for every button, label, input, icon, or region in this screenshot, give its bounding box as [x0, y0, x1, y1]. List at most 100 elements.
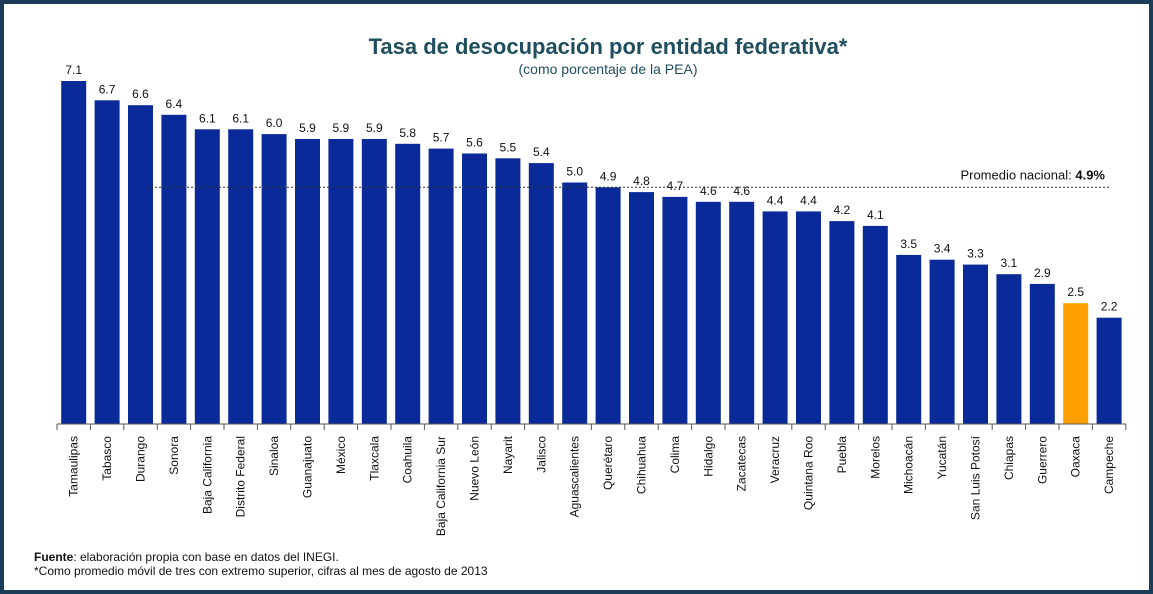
bar-27	[963, 264, 988, 424]
bar-value-label: 4.6	[700, 184, 717, 198]
x-tick-label: Campeche	[1102, 436, 1116, 494]
bar-value-label: 5.9	[366, 121, 383, 135]
bar-value-label: 4.9	[600, 169, 617, 183]
x-tick-label: Tamaulipas	[67, 436, 81, 497]
bar-value-label: 6.1	[232, 111, 249, 125]
x-tick-label: México	[334, 436, 348, 474]
bar-19	[695, 201, 721, 424]
bar-value-label: 5.4	[533, 145, 550, 159]
x-tick-label: Baja California Sur	[434, 436, 448, 536]
bar-31	[1096, 317, 1122, 424]
bar-value-label: 2.9	[1034, 266, 1051, 280]
x-tick-label: Distrito Federal	[234, 436, 248, 517]
bar-value-label: 5.7	[433, 131, 450, 145]
bar-value-label: 5.5	[500, 140, 517, 154]
x-tick-label: Tlaxcala	[367, 436, 381, 481]
x-tick-label: Oaxaca	[1069, 436, 1083, 478]
bar-25	[896, 254, 922, 424]
bar-8	[328, 139, 354, 424]
bar-value-label: 5.9	[299, 121, 316, 135]
bar-13	[495, 158, 521, 425]
bar-value-label: 4.4	[800, 193, 817, 207]
x-tick-label: Jalisco	[534, 436, 548, 473]
bar-value-label: 6.1	[199, 111, 216, 125]
x-tick-label: Sinaloa	[267, 436, 281, 476]
bar-value-label: 6.6	[132, 87, 149, 101]
bars-layer: 7.1 6.7 6.6 6.4 6.1 6.1 6.0 5.9 5.9 5.9 5.8 5.7 5.6 5…	[61, 63, 1122, 425]
bar-1	[94, 100, 120, 425]
bar-5	[228, 129, 254, 425]
x-tick-label: Chiapas	[1002, 436, 1016, 480]
x-tick-label: Colima	[668, 436, 682, 474]
x-tick-label: Guanajuato	[301, 436, 315, 498]
x-tick-label: Durango	[134, 436, 148, 482]
x-tick-label: Nayarit	[501, 435, 515, 474]
average-label-text: Promedio nacional:	[960, 167, 1075, 182]
bar-15	[562, 182, 588, 424]
x-tick-label: Guerrero	[1035, 436, 1049, 484]
bar-23	[829, 221, 855, 424]
average-label-value: 4.9%	[1075, 167, 1105, 182]
x-tick-label: Morelos	[868, 436, 882, 479]
bar-16	[595, 187, 621, 424]
bar-value-label: 5.9	[333, 121, 350, 135]
bar-3	[161, 114, 187, 425]
x-axis-labels: Tamaulipas Tabasco Durango Sonora Baja Calif…	[67, 435, 1116, 536]
bar-18	[662, 196, 688, 424]
bar-6	[261, 134, 287, 424]
bar-value-label: 4.2	[834, 203, 851, 217]
x-tick-label: Quintana Roo	[802, 436, 816, 510]
x-tick-label: Sonora	[167, 436, 181, 475]
bar-value-label: 6.0	[266, 116, 283, 130]
x-tick-label: San Luis Potosí	[969, 435, 983, 520]
x-tick-label: Coahuila	[401, 436, 415, 484]
bar-10	[395, 143, 421, 425]
bar-0	[61, 81, 87, 424]
bar-7	[295, 139, 320, 424]
x-tick-label: Yucatán	[935, 436, 949, 479]
x-tick-label: Aguascalientes	[568, 436, 582, 517]
x-tick-label: Michoacán	[902, 436, 916, 494]
bar-28	[996, 274, 1022, 424]
bar-value-label: 3.5	[900, 237, 917, 251]
bar-24	[862, 225, 888, 424]
x-tick-label: Veracruz	[768, 436, 782, 483]
bar-9	[361, 139, 387, 424]
bar-12	[462, 153, 487, 424]
bar-26	[929, 259, 955, 424]
bar-29	[1029, 283, 1055, 424]
bar-value-label: 5.6	[466, 136, 483, 150]
x-tick-label: Zacatecas	[735, 436, 749, 491]
bar-value-label: 4.1	[867, 208, 884, 222]
bar-value-label: 3.4	[934, 242, 951, 256]
bar-22	[796, 211, 821, 424]
x-axis-ticks	[56, 424, 1127, 430]
bar-20	[729, 201, 755, 424]
bar-value-label: 6.7	[99, 82, 116, 96]
x-tick-label: Chihuahua	[635, 436, 649, 494]
x-tick-label: Puebla	[835, 436, 849, 474]
bar-value-label: 2.2	[1101, 300, 1118, 314]
bar-value-label: 6.4	[166, 97, 183, 111]
bar-4	[194, 129, 220, 425]
x-tick-label: Hidalgo	[701, 436, 715, 477]
bar-21	[762, 211, 788, 424]
source-label: Fuente	[34, 550, 74, 564]
bar-value-label: 3.3	[967, 247, 984, 261]
bar-value-label: 4.4	[767, 193, 784, 207]
bar-value-label: 4.6	[733, 184, 750, 198]
bar-value-label: 5.0	[566, 165, 583, 179]
chart-title: Tasa de desocupación por entidad federat…	[369, 34, 848, 59]
bar-value-label: 4.8	[633, 174, 650, 188]
x-tick-label: Baja California	[200, 436, 214, 514]
bar-value-label: 7.1	[65, 63, 82, 77]
bar-14	[528, 163, 554, 424]
average-line-layer: Promedio nacional: 4.9%	[147, 167, 1110, 188]
bar-30	[1063, 303, 1089, 424]
footnote: *Como promedio móvil de tres con extremo…	[34, 564, 488, 578]
chart-subtitle: (como porcentaje de la PEA)	[519, 61, 698, 77]
bar-2	[128, 105, 153, 424]
bar-value-label: 5.8	[399, 126, 416, 140]
bar-value-label: 3.1	[1001, 256, 1018, 270]
bar-11	[428, 148, 454, 424]
